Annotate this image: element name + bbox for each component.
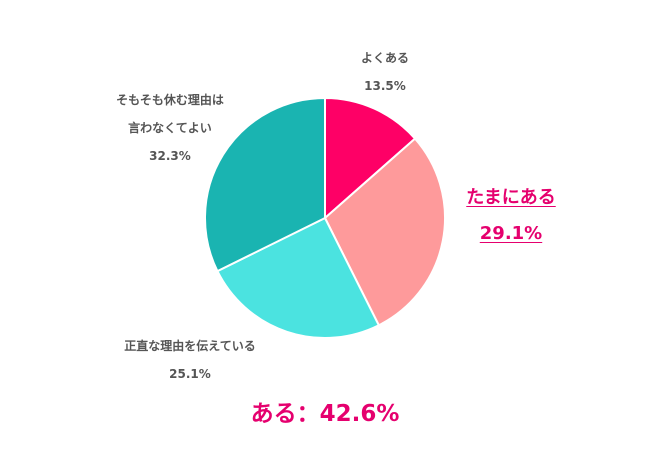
slice-value: 32.3% — [149, 149, 191, 163]
slice-label-somosomo: そもそも休む理由は 言わなくてよい 32.3% — [95, 86, 245, 170]
slice-label-shojiki: 正直な理由を伝えている 25.1% — [105, 332, 275, 388]
summary-total: ある：42.6% — [250, 401, 400, 427]
slice-name: 正直な理由を伝えている — [124, 339, 256, 353]
slice-name: よくある — [360, 51, 409, 65]
slice-value: 29.1% — [479, 223, 543, 244]
slice-label-tamani-aru: たまにある 29.1% — [450, 183, 572, 249]
slice-shojiki — [216, 216, 381, 339]
slice-name: そもそも休む理由は — [116, 93, 224, 107]
slice-tamani-aru — [323, 137, 446, 327]
slice-name-line2: 言わなくてよい — [128, 121, 212, 135]
slice-yoku-aru — [324, 96, 417, 221]
slice-value: 25.1% — [169, 367, 211, 381]
slice-value: 13.5% — [364, 79, 406, 93]
slice-label-yoku-aru: よくある 13.5% — [345, 44, 425, 100]
slice-name: たまにある — [466, 187, 556, 208]
slice-somosomo — [204, 96, 326, 273]
